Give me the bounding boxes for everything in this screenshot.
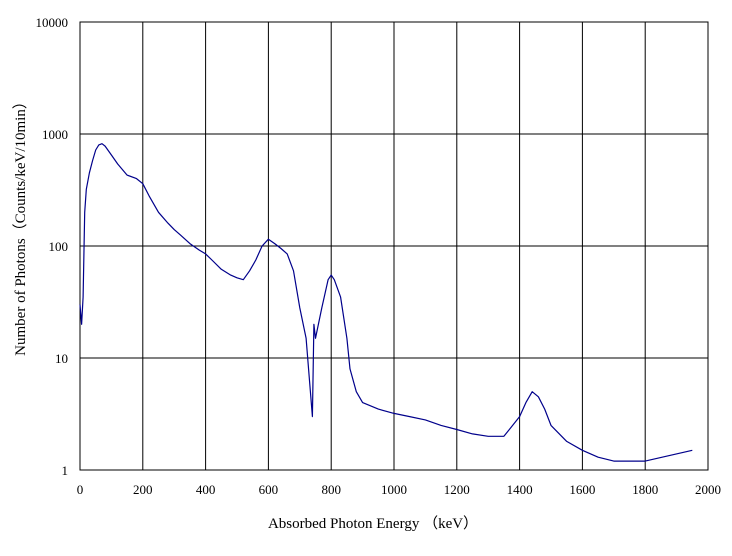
x-axis-title: Absorbed Photon Energy （keV）: [268, 515, 478, 532]
x-tick-label: 0: [77, 482, 84, 497]
y-tick-labels: 1 10 100 1000 10000: [36, 15, 69, 478]
x-tick-labels: 0 200 400 600 800 1000 1200 1400 1600 1800 2000: [77, 482, 721, 497]
x-tick-label: 1800: [632, 482, 658, 497]
gridlines: [80, 22, 708, 470]
y-tick-label: 10: [55, 351, 68, 366]
spectrum-series-line: [79, 143, 693, 462]
x-tick-label: 1400: [507, 482, 533, 497]
x-tick-label: 600: [259, 482, 279, 497]
y-axis-title: Number of Photons（Counts/keV/10min）: [12, 94, 29, 356]
y-tick-label: 10000: [36, 15, 69, 30]
y-tick-label: 1: [62, 463, 69, 478]
y-tick-label: 100: [49, 239, 69, 254]
x-tick-label: 1600: [569, 482, 595, 497]
x-tick-label: 200: [133, 482, 153, 497]
x-tick-label: 2000: [695, 482, 721, 497]
x-tick-label: 1000: [381, 482, 407, 497]
x-tick-label: 1200: [444, 482, 470, 497]
x-tick-label: 400: [196, 482, 216, 497]
y-tick-label: 1000: [42, 127, 68, 142]
x-tick-label: 800: [321, 482, 341, 497]
